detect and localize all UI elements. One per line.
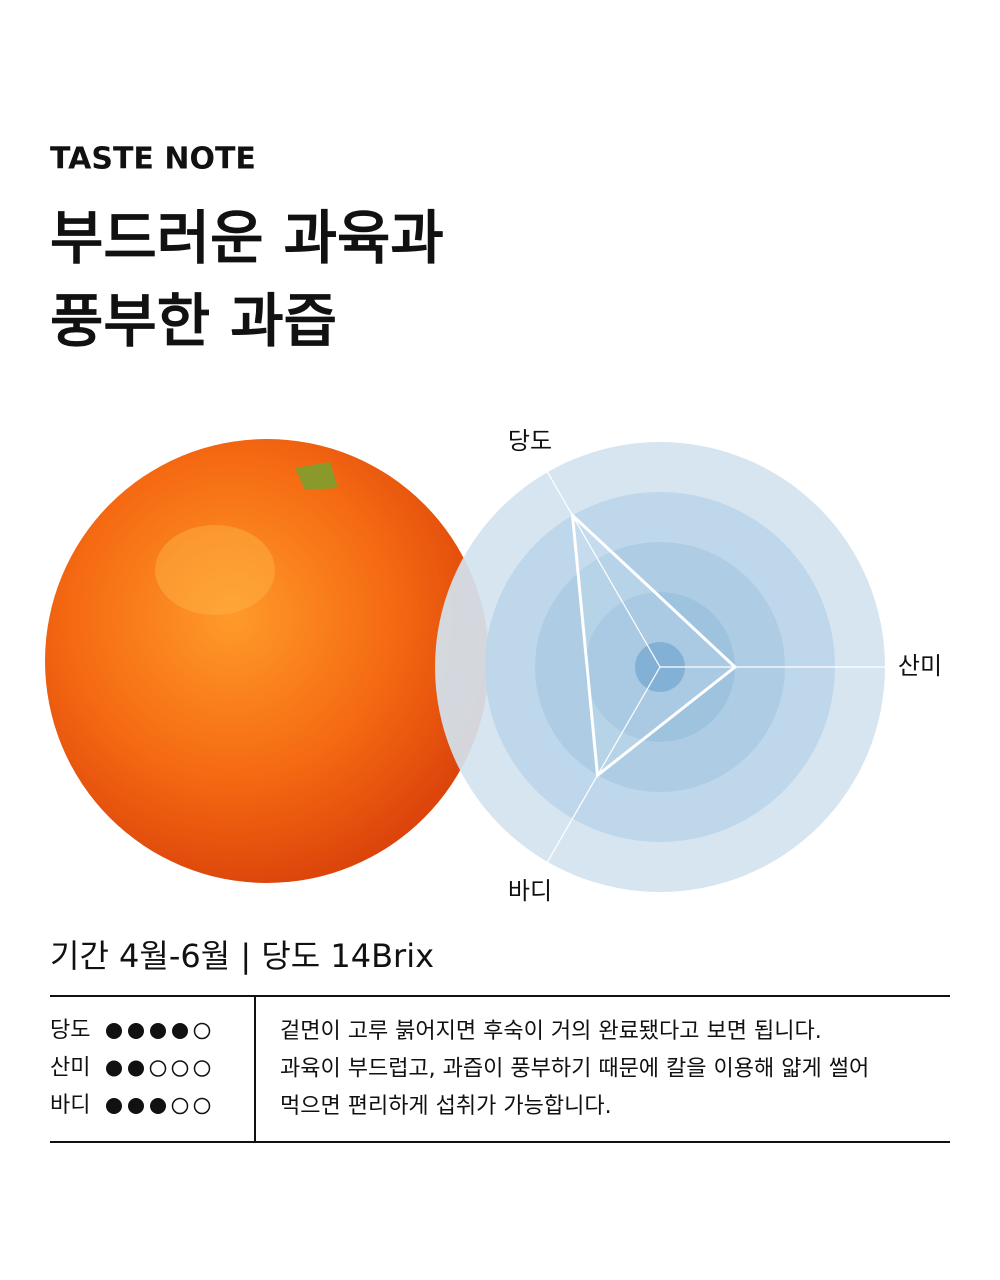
rating-dot [193,1097,211,1115]
axis-label: 바디 [508,877,552,905]
info-line: 기간 4월-6월 | 당도 14Brix [50,937,434,975]
rating-dots [106,1060,211,1077]
radar-axis [546,666,661,863]
description: 겉면이 고루 붉어지면 후숙이 거의 완료됐다고 보면 됩니다. 과육이 부드럽고… [280,1019,869,1119]
rating-dot [128,1098,144,1114]
section-label: TASTE NOTE [50,142,256,177]
radar-axis [546,471,661,668]
rating-dot [171,1060,189,1077]
rating-dot [106,1098,122,1114]
rating-dot [193,1022,211,1040]
description-line: 겉면이 고루 붉어지면 후숙이 거의 완료됐다고 보면 됩니다. [280,1019,822,1044]
orange [45,439,489,883]
axis-label: 당도 [508,427,552,455]
title-line: 풍부한 과즙 [50,287,337,355]
title-line: 부드러운 과육과 [50,204,444,272]
rating-dot [193,1060,211,1077]
rating-dot [106,1023,122,1039]
highlight [155,525,275,615]
rating-dots [106,1097,211,1115]
rating-label: 바디 [50,1093,90,1118]
rating-dots [106,1022,211,1040]
rating-label: 산미 [50,1056,90,1081]
rating-dot [149,1060,167,1077]
rating-dot [150,1023,166,1039]
orange-image [45,439,489,883]
description-line: 먹으면 편리하게 섭취가 가능합니다. [280,1094,612,1119]
rating-dot [128,1060,144,1077]
rating-dot [128,1023,144,1039]
rating-dot [172,1023,188,1039]
rating-dot [171,1097,189,1115]
rating-dot [150,1098,166,1114]
description-line: 과육이 부드럽고, 과즙이 풍부하기 때문에 칼을 이용해 얇게 썰어 [280,1057,869,1082]
rating-label: 당도 [50,1018,90,1043]
rating-dot [106,1060,122,1077]
stem [295,462,338,490]
radar-polygon [570,511,738,779]
axis-label: 산미 [898,652,942,680]
